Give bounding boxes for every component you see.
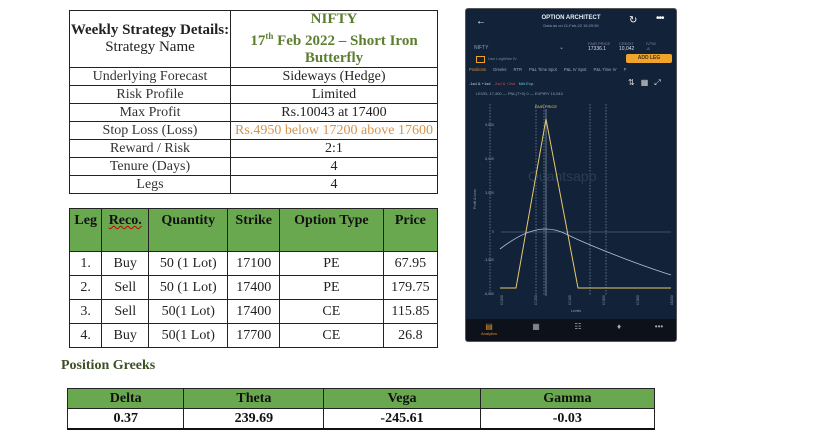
svg-text:18,000: 18,000 (670, 295, 674, 305)
fair-price-label: FAIR PRICE (535, 104, 558, 109)
table-row: 4. Buy 50(1 Lot) 17700 CE 26.8 (68, 323, 439, 348)
vega-value: -245.61 (323, 408, 481, 430)
legs-table: Leg Reco. Quantity Strike Option Type Pr… (68, 208, 439, 348)
nav-more[interactable]: ••• (644, 322, 674, 331)
tab-pnl-iv-spot[interactable]: P&L IV Spot (563, 67, 587, 72)
svg-text:17,600: 17,600 (602, 295, 606, 305)
svg-text:17,200: 17,200 (534, 295, 538, 305)
strategy-details-table: Weekly Strategy Details: Strategy Name N… (69, 10, 438, 194)
table-row: 1. Buy 50 (1 Lot) 17100 PE 67.95 (68, 251, 439, 276)
data-timestamp: Data as on 11-Feb-22 15:29:59 (543, 23, 599, 28)
sort-icon[interactable]: ⇅ (628, 78, 641, 87)
bottom-nav: ▤ Analytics ▦ ☷ ♦ ••• (466, 319, 676, 341)
more-icon[interactable]: ••• (656, 13, 664, 24)
strategy-title: NIFTY 17th Feb 2022 – Short Iron Butterf… (230, 10, 438, 68)
payoff-chart: FAIR PRICE Quantsapp 9,000 6,000 3,000 0… (473, 104, 674, 313)
chart-tabs: Positions Greeks RTR P&L Time Spot P&L IV Sp… (469, 67, 633, 72)
col-strike: Strike (227, 208, 280, 252)
row-risk: Risk Profile Limited (69, 85, 438, 104)
options-row: Use LegWise IV ADD LEG (466, 54, 676, 66)
col-theta: Theta (183, 388, 325, 409)
chevron-down-icon[interactable]: ⌄ (559, 45, 565, 51)
add-leg-button[interactable]: ADD LEG (626, 54, 672, 63)
symbol-row: NIFTY ⌄ FAIR PRICE 17336.1 CREDIT 10,042… (474, 41, 656, 52)
nav-alerts[interactable]: ♦ (604, 322, 634, 331)
row-legs: Legs 4 (69, 175, 438, 194)
greeks-table: Delta Theta Vega Gamma 0.37 239.69 -245.… (66, 388, 656, 430)
nav-builder[interactable]: ☷ (563, 322, 593, 331)
tab-more[interactable]: P (623, 67, 627, 72)
option-architect-screenshot: ← OPTION ARCHITECT Data as on 11-Feb-22 … (465, 8, 677, 342)
app-header: ← OPTION ARCHITECT Data as on 11-Feb-22 … (466, 9, 676, 39)
position-greeks-title: Position Greeks (61, 358, 156, 373)
svg-text:17,800: 17,800 (636, 295, 640, 305)
app-title: OPTION ARCHITECT (541, 15, 601, 21)
svg-text:17,400: 17,400 (568, 295, 572, 305)
delta-value: 0.37 (66, 408, 185, 430)
col-reco: Reco. (101, 208, 150, 252)
legwise-iv-checkbox[interactable] (476, 56, 485, 63)
svg-text:9,000: 9,000 (485, 123, 494, 127)
row-tenure: Tenure (Days) 4 (69, 157, 438, 176)
expand-icon[interactable]: ⤢ (654, 78, 667, 87)
svg-text:-6,000: -6,000 (484, 292, 494, 296)
col-vega: Vega (323, 388, 481, 409)
nav-analytics[interactable]: ▤ Analytics (480, 322, 497, 336)
table-row: 3. Sell 50(1 Lot) 17400 CE 115.85 (68, 299, 439, 324)
svg-text:3,000: 3,000 (485, 191, 494, 195)
col-quantity: Quantity (148, 208, 229, 252)
svg-text:-3,000: -3,000 (484, 258, 494, 262)
gamma-value: -0.03 (479, 408, 656, 430)
strategy-header-label: Weekly Strategy Details: Strategy Name (69, 10, 231, 68)
nav-calculator[interactable]: ▦ (521, 322, 551, 331)
col-delta: Delta (66, 388, 185, 409)
more-icon: ••• (654, 322, 664, 331)
chart-tool-icons: ⇅▦⤢ (628, 78, 667, 88)
builder-icon: ☷ (574, 322, 582, 331)
theta-value: 239.69 (183, 408, 325, 430)
col-gamma: Gamma (479, 388, 656, 409)
tab-rtr[interactable]: RTR (513, 67, 523, 72)
table-row: 2. Sell 50 (1 Lot) 17400 PE 179.75 (68, 275, 439, 300)
svg-text:Levels: Levels (571, 309, 581, 313)
tab-pnl-time-spot[interactable]: P&L Time Spot (529, 67, 557, 72)
row-reward-risk: Reward / Risk 2:1 (69, 139, 438, 158)
level-readout: LEVEL 17,400 — PNL(T+0) 0 — EXPIRY 10,04… (476, 91, 563, 96)
back-arrow-icon[interactable]: ← (476, 16, 486, 27)
table-icon[interactable]: ▦ (640, 78, 655, 87)
row-forecast: Underlying Forecast Sideways (Hedge) (69, 67, 438, 86)
col-option-type: Option Type (278, 208, 384, 252)
refresh-icon[interactable]: ↻ (629, 15, 638, 26)
svg-text:Profit & Loss: Profit & Loss (473, 189, 477, 209)
col-price: Price (382, 208, 439, 252)
table-row: 0.37 239.69 -245.61 -0.03 (66, 408, 656, 430)
symbol-select[interactable]: NIFTY (474, 45, 489, 51)
row-stop-loss: Stop Loss (Loss) Rs.4950 below 17200 abov… (69, 121, 438, 140)
col-leg: Leg (68, 208, 103, 252)
chart-icon: ▤ (485, 322, 493, 331)
svg-text:0: 0 (492, 230, 494, 234)
tab-positions[interactable]: Positions (469, 67, 486, 72)
tab-greeks[interactable]: Greeks (493, 67, 507, 72)
calculator-icon: ▦ (532, 322, 540, 331)
row-max-profit: Max Profit Rs.10043 at 17400 (69, 103, 438, 122)
chart-legend: -1sd & +1sd -2sd & +2sd Mkt Exp. (469, 81, 535, 86)
svg-text:6,000: 6,000 (485, 157, 494, 161)
tab-pnl-time-iv[interactable]: P&L Time IV (593, 67, 617, 72)
svg-text:17,000: 17,000 (500, 295, 504, 305)
watermark: Quantsapp (528, 168, 597, 184)
bell-icon: ♦ (616, 322, 622, 331)
